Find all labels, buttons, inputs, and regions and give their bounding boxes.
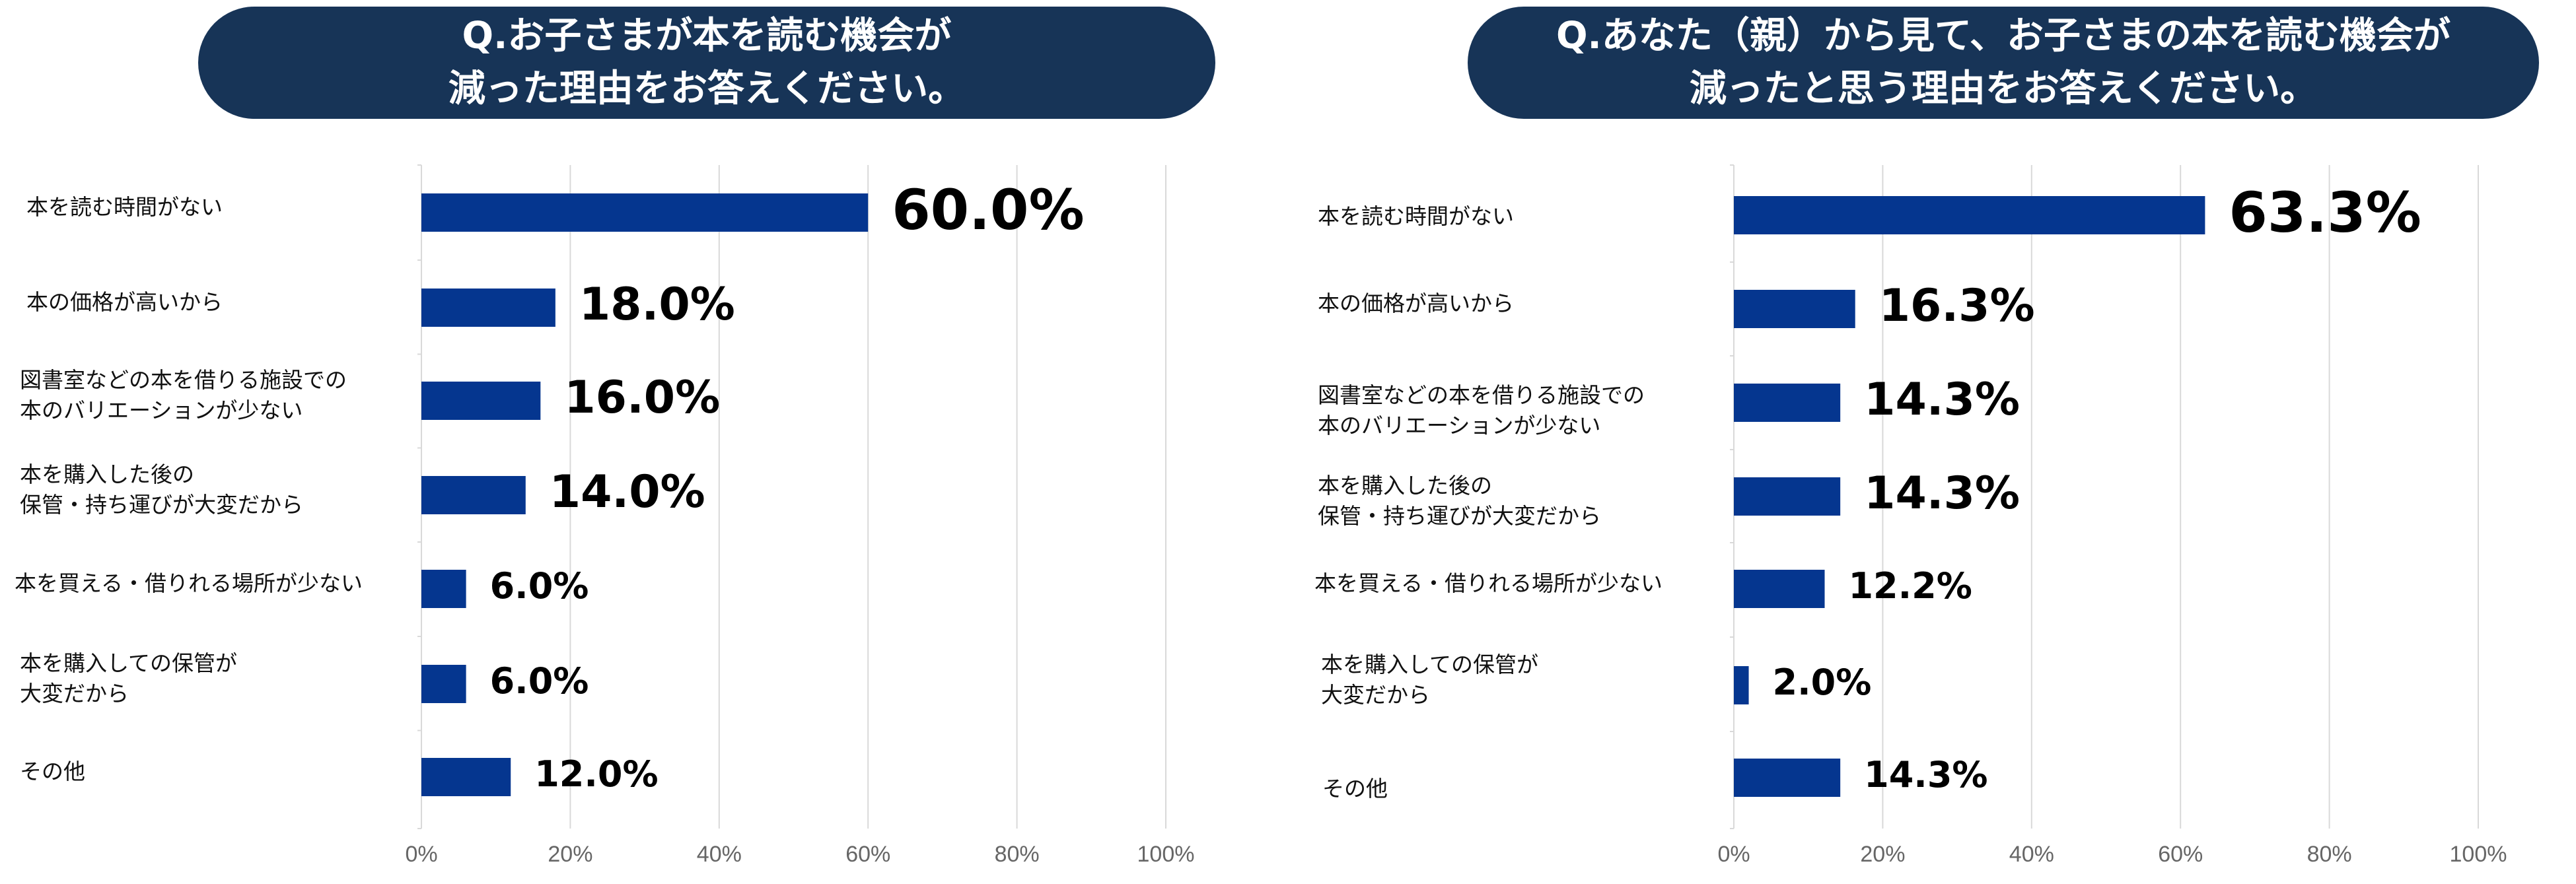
chart-svg-0 <box>417 164 1166 829</box>
category-label: その他 <box>1322 776 1388 801</box>
chart-title-right: Q.あなた（親）から見て、お子さまの本を読む機会が 減ったと思う理由をお答えくだ… <box>1468 7 2539 119</box>
bar-chart-left: 60.0% 本を読む時間がない 18.0% 本の価格が高いから 16.0% 図書室などの本… <box>15 164 1195 867</box>
data-label: 16.0% <box>564 372 721 424</box>
chart-title-left: Q.お子さまが本を読む機会が 減った理由をお答えください。 <box>198 7 1215 119</box>
data-label: 12.0% <box>534 753 659 795</box>
x-tick-label: 60% <box>845 842 891 867</box>
bar <box>421 193 869 232</box>
chart-title-left-text: Q.お子さまが本を読む機会が 減った理由をお答えください。 <box>448 15 966 110</box>
bar <box>1734 570 1825 608</box>
category-label: 本を購入しての保管が 大変だから <box>20 650 238 706</box>
chart-svg-1 <box>1730 164 2479 829</box>
category-label: 本を買える・借りれる場所が少ない <box>1314 570 1663 596</box>
bar <box>421 665 466 703</box>
bar <box>421 289 555 327</box>
bar <box>421 758 511 796</box>
category-label: 本を購入しての保管が 大変だから <box>1321 652 1539 708</box>
category-label: 図書室などの本を借りる施設での 本のバリエーションが少ない <box>20 367 347 423</box>
category-label: その他 <box>20 759 85 784</box>
x-tick-label: 80% <box>2307 842 2352 867</box>
x-tick-label: 100% <box>1137 842 1195 867</box>
data-label: 16.3% <box>1878 280 2035 332</box>
bar <box>421 570 466 608</box>
category-label: 本を読む時間がない <box>26 194 223 220</box>
x-tick-label: 60% <box>2158 842 2203 867</box>
category-label: 本を購入した後の 保管・持ち運びが大変だから <box>20 461 303 518</box>
data-label: 14.3% <box>1864 754 1988 796</box>
category-label: 本の価格が高いから <box>1318 290 1514 316</box>
chart-panel-right: Q.あなた（親）から見て、お子さまの本を読む機会が 減ったと思う理由をお答えくだ… <box>1288 0 2576 884</box>
data-label: 14.3% <box>1864 374 2021 426</box>
bar <box>421 382 541 420</box>
data-label: 63.3% <box>2229 180 2421 245</box>
x-tick-label: 80% <box>994 842 1040 867</box>
x-tick-label: 40% <box>2009 842 2054 867</box>
bar <box>1734 759 1841 797</box>
bar <box>1734 666 1749 704</box>
bar <box>1734 196 2205 234</box>
bar <box>1734 290 1855 328</box>
category-label: 本を読む時間がない <box>1318 203 1514 229</box>
chart-panel-left: Q.お子さまが本を読む機会が 減った理由をお答えください。 60.0% 本を読む時… <box>15 7 1215 867</box>
data-label: 14.3% <box>1864 467 2021 520</box>
bar <box>1734 384 1841 422</box>
category-label: 本の価格が高いから <box>26 289 223 315</box>
data-label: 2.0% <box>1772 662 1872 703</box>
bar <box>1734 477 1841 516</box>
bar <box>421 476 526 514</box>
data-label: 12.2% <box>1848 565 1972 607</box>
data-label: 6.0% <box>489 660 589 702</box>
x-tick-label: 20% <box>548 842 593 867</box>
x-tick-label: 0% <box>1717 842 1750 867</box>
category-label: 本を買える・借りれる場所が少ない <box>15 570 363 596</box>
data-label: 60.0% <box>892 178 1085 242</box>
x-tick-label: 0% <box>405 842 438 867</box>
category-label: 図書室などの本を借りる施設での 本のバリエーションが少ない <box>1318 382 1645 438</box>
x-tick-label: 20% <box>1860 842 1906 867</box>
chart-title-right-text: Q.あなた（親）から見て、お子さまの本を読む機会が 減ったと思う理由をお答えくだ… <box>1556 15 2451 110</box>
data-label: 14.0% <box>549 466 705 518</box>
bar-chart-right: 63.3% 本を読む時間がない 16.3% 本の価格が高いから 14.3% 図書室などの本… <box>1288 0 2576 884</box>
data-label: 6.0% <box>489 565 589 607</box>
data-label: 18.0% <box>579 279 735 331</box>
category-label: 本を購入した後の 保管・持ち運びが大変だから <box>1318 473 1601 529</box>
x-tick-label: 40% <box>696 842 742 867</box>
x-tick-label: 100% <box>2449 842 2507 867</box>
